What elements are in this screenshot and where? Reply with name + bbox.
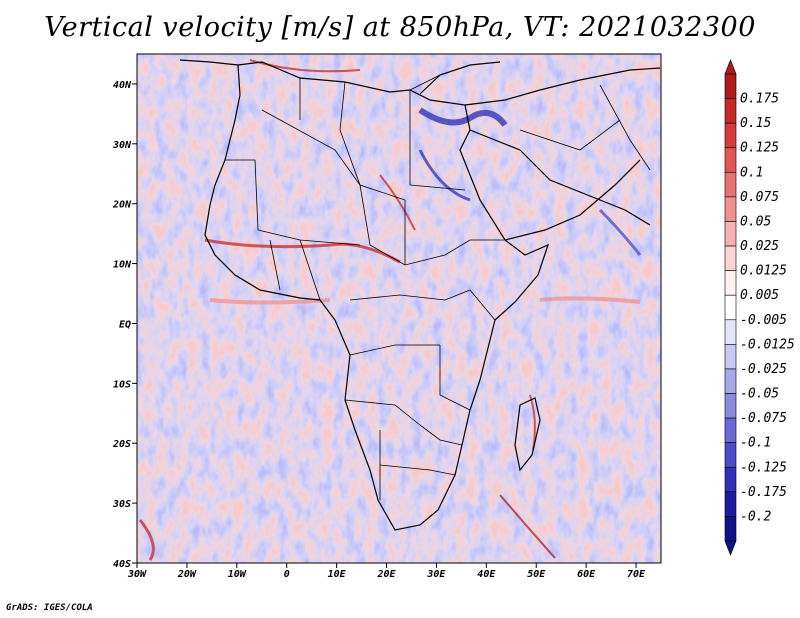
colorbar-swatch (724, 417, 737, 443)
colorbar-label: -0.2 (740, 509, 771, 524)
y-tick-label: 20S (112, 439, 131, 450)
y-axis: 40N 30N 20N 10N EQ 10S 20S 30S 40S (112, 80, 137, 570)
colorbar-label: 0.15 (740, 116, 771, 131)
y-tick-label: 20N (112, 200, 132, 211)
colorbar-swatch (724, 516, 737, 542)
colorbar-label: -0.175 (740, 485, 787, 500)
x-tick-label: 30E (426, 569, 446, 580)
y-tick-label: 30N (112, 140, 132, 151)
colorbar-swatch (724, 196, 737, 222)
x-tick-label: 0 (284, 569, 290, 580)
colorbar-swatch (724, 294, 737, 321)
y-tick-label: 30S (112, 499, 131, 510)
colorbar-label: 0.005 (740, 288, 779, 303)
colorbar-min-arrow (724, 540, 737, 556)
colorbar-swatch (724, 491, 737, 517)
colorbar-swatch (724, 122, 737, 149)
colorbar-swatch (724, 172, 737, 198)
colorbar-label: 0.0125 (740, 264, 787, 279)
x-tick-label: 70E (627, 569, 646, 580)
colorbar-swatch (724, 147, 737, 173)
colorbar-swatch (724, 245, 737, 271)
y-tick-label: 10N (113, 260, 132, 271)
colorbar-swatch (724, 466, 737, 493)
colorbar-swatch (724, 344, 737, 370)
colorbar-label: -0.005 (740, 313, 787, 328)
x-tick-label: 50E (527, 569, 546, 580)
y-tick-label: 40N (113, 80, 132, 91)
x-tick-label: 40E (477, 569, 496, 580)
velocity-field (137, 54, 661, 563)
x-tick-label: 20E (376, 569, 396, 580)
colorbar-label: -0.125 (740, 460, 787, 475)
x-tick-label: 10W (228, 569, 247, 580)
colorbar-swatch (724, 442, 737, 468)
x-tick-label: 60E (577, 569, 596, 580)
colorbar-label: 0.1 (740, 165, 763, 180)
colorbar-label: -0.0125 (740, 337, 795, 352)
y-tick-label: 40S (113, 559, 131, 570)
colorbar-swatch (724, 98, 737, 124)
colorbar-swatch (724, 73, 737, 99)
colorbar-swatch (724, 368, 737, 394)
x-tick-label: 10E (328, 569, 347, 580)
colorbar-label: -0.05 (740, 387, 779, 402)
colorbar-swatch (724, 270, 737, 296)
country-borders (225, 74, 651, 500)
colorbar-label: 0.125 (740, 141, 779, 156)
y-tick-label: EQ (119, 319, 131, 330)
x-tick-label: 30W (127, 569, 147, 580)
colorbar-label: 0.025 (740, 239, 779, 254)
map-title: Vertical velocity [m/s] at 850hPa, VT: 2… (44, 12, 756, 43)
x-axis: 30W 20W 10W 0 10E 20E 30E 40E 50E 60E 70E (127, 563, 646, 580)
colorbar-max-arrow (724, 59, 737, 75)
colorbar-label: 0.175 (740, 92, 779, 107)
colorbar-label: 0.05 (740, 214, 771, 229)
colorbar-swatch (724, 319, 737, 345)
x-tick-label: 20W (177, 569, 197, 580)
colorbar-swatch (724, 221, 737, 247)
colorbar-label: -0.1 (740, 436, 771, 451)
colorbar-swatch (724, 393, 737, 419)
y-tick-label: 10S (113, 379, 131, 390)
colorbar-label: -0.075 (740, 411, 787, 426)
colorbar-label: -0.025 (740, 362, 787, 377)
colorbar: 0.175 0.15 0.125 0.1 0.075 0.05 0.025 0.0125 0.0… (724, 59, 795, 556)
colorbar-label: 0.075 (740, 190, 779, 205)
credit-label: GrADS: IGES/COLA (6, 603, 93, 613)
plot-frame (136, 53, 662, 564)
